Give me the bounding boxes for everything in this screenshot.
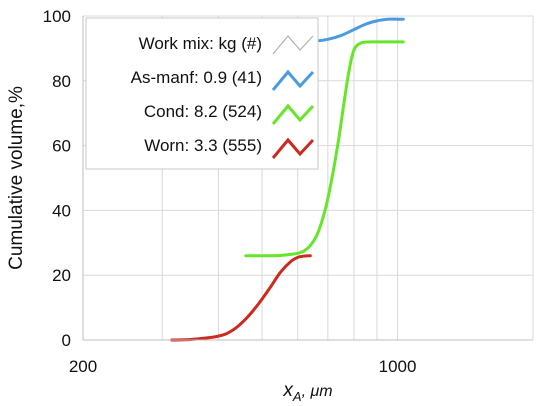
legend-swatch-as-manf <box>271 69 315 91</box>
x-tick-label: 200 <box>69 357 97 376</box>
legend-title-swatch <box>272 35 314 55</box>
legend-box <box>85 17 319 170</box>
x-axis-label: xA, μm <box>282 380 332 404</box>
legend-label-cond: Cond: 8.2 (524) <box>144 102 262 121</box>
legend-label-worn: Worn: 3.3 (555) <box>144 136 262 155</box>
y-tick-label: 0 <box>62 331 71 350</box>
series-line-cond <box>244 40 405 258</box>
axes: 0 20 40 60 80 100 200 1000 <box>43 7 533 376</box>
legend-swatch-cond <box>271 103 315 125</box>
y-axis-label: Cumulative volume,% <box>6 86 27 270</box>
y-tick-label: 20 <box>52 266 71 285</box>
legend: Work mix: kg (#) As-manf: 0.9 (41) Cond:… <box>85 17 319 170</box>
y-axis-title: Cumulative volume,% <box>6 86 27 270</box>
legend-swatch-worn <box>271 137 315 159</box>
y-tick-label: 100 <box>43 7 71 26</box>
x-tick-label: 1000 <box>379 357 417 376</box>
legend-title: Work mix: kg (#) <box>139 34 262 53</box>
y-tick-label: 40 <box>52 201 71 220</box>
y-tick-label: 80 <box>52 72 71 91</box>
series-line-worn <box>170 254 312 342</box>
y-tick-label: 60 <box>52 137 71 156</box>
legend-label-as-manf: As-manf: 0.9 (41) <box>131 68 262 87</box>
